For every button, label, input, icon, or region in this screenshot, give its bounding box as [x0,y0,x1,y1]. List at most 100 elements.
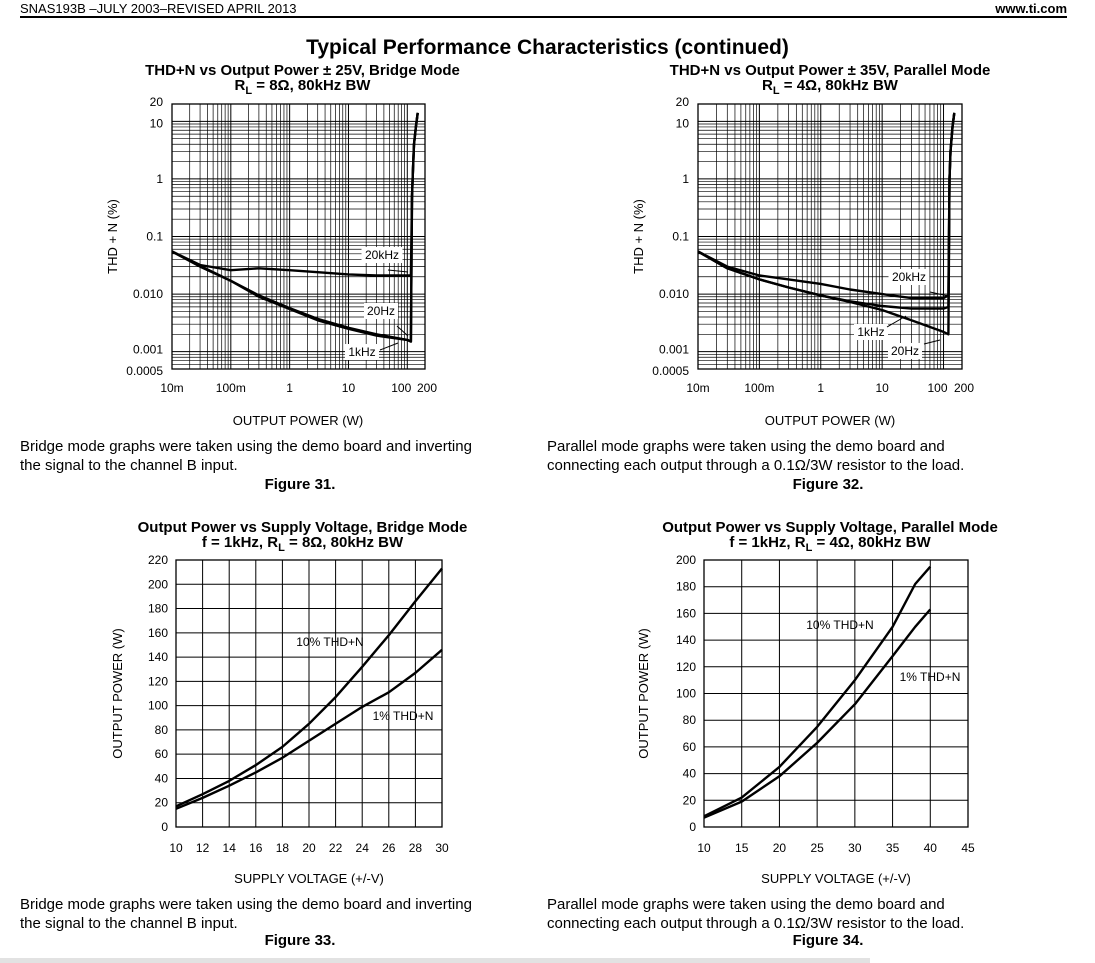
series-label-pointer [396,325,409,337]
series-line-10-thd-n [703,565,932,818]
x-axis-label: OUTPUT POWER (W) [233,413,363,428]
caption-line: connecting each output through a 0.1Ω/3W… [547,457,965,474]
chart-title-line1: Output Power vs Supply Voltage, Bridge M… [137,519,468,536]
x-tick-label: 18 [276,841,290,855]
caption-line: the signal to the channel B input. [20,915,238,932]
figure-label-34: Figure 34. [792,932,864,949]
series-line-1-thd-n [703,608,932,819]
grid-lines [703,559,969,828]
caption-line: Bridge mode graphs were taken using the … [20,438,472,455]
y-tick-label: 60 [155,747,169,761]
series-label: 20Hz [367,304,395,318]
chart-4: 10 15 20 25 30 35 40 45 0 20 40 60 80 100 120 140 160 180… [636,553,975,886]
x-tick-label: 200 [954,381,974,395]
series-label-pointer [886,315,907,328]
y-tick-label: 60 [683,740,697,754]
y-tick-label: 200 [676,553,696,567]
plot-frame [175,559,443,828]
y-tick-label: 20 [683,793,697,807]
chart-title-line1: Output Power vs Supply Voltage, Parallel… [662,519,998,536]
x-tick-label: 10m [686,381,709,395]
x-tick-label: 20 [302,841,316,855]
x-tick-label: 1 [817,381,824,395]
figure-label-31: Figure 31. [264,476,336,493]
series-label-bg [854,324,888,340]
chart-title-line1: THD+N vs Output Power ± 25V, Bridge Mode [145,62,460,79]
series-label: 20kHz [892,270,926,284]
x-tick-label: 20 [773,841,787,855]
x-tick-label: 30 [435,841,449,855]
x-tick-label: 28 [409,841,423,855]
website-link[interactable]: www.ti.com [995,1,1067,16]
y-tick-label: 20 [155,796,169,810]
series-line-1-thd-n [175,648,443,810]
y-tick-label: 0.010 [133,287,163,301]
series-label-bg [888,343,922,359]
x-tick-label: 25 [810,841,824,855]
y-tick-label: 100 [676,687,696,701]
series-label: 10% THD+N [296,635,363,649]
y-tick-label: 140 [676,633,696,647]
x-tick-label: 10 [697,841,711,855]
y-tick-label: 40 [155,771,169,785]
series-label: 1% THD+N [373,709,434,723]
x-tick-label: 24 [356,841,370,855]
figure-label-33: Figure 33. [264,932,336,949]
chart-3: 10 12 14 16 18 20 22 24 26 28 30 0 20 40 60 80 100 120 140… [110,553,449,886]
y-tick-label: 220 [148,553,168,567]
y-tick-label: 120 [148,674,168,688]
caption-line: connecting each output through a 0.1Ω/3W… [547,915,965,932]
y-tick-label: 1 [156,172,163,186]
series-line-10-thd-n [175,567,443,808]
x-tick-label: 16 [249,841,263,855]
y-axis-label: THD + N (%) [105,199,120,274]
x-tick-label: 14 [223,841,237,855]
chart-title-line2: f = 1kHz, RL = 8Ω, 80kHz BW [201,534,404,554]
series-label: 1kHz [857,325,884,339]
y-tick-label: 40 [683,767,697,781]
y-tick-label: 0 [161,820,168,834]
y-tick-label: 180 [148,602,168,616]
chart-title-fig32: THD+N vs Output Power ± 35V, Parallel Mo… [580,63,1080,99]
y-tick-label: 20 [676,95,690,109]
caption-line: Parallel mode graphs were taken using th… [547,896,945,913]
y-tick-label: 160 [148,626,168,640]
plot-frame [697,103,963,370]
y-tick-label: 0 [689,820,696,834]
y-tick-label: 80 [683,713,697,727]
x-tick-label: 10m [160,381,183,395]
x-tick-label: 100 [927,381,947,395]
caption-line: Parallel mode graphs were taken using th… [547,438,945,455]
y-tick-label: 160 [676,606,696,620]
series-label-bg [888,269,930,285]
figure-label-32: Figure 32. [792,476,864,493]
caption-line: Bridge mode graphs were taken using the … [20,896,472,913]
y-tick-label: 140 [148,650,168,664]
y-tick-label: 180 [676,580,696,594]
plot-frame [703,559,969,828]
caption-line: the signal to the channel B input. [20,457,238,474]
document-id: SNAS193B –JULY 2003–REVISED APRIL 2013 [20,1,297,16]
x-tick-label: 100 [391,381,411,395]
x-tick-label: 26 [382,841,396,855]
chart-title-line1: THD+N vs Output Power ± 35V, Parallel Mo… [669,62,991,79]
y-tick-label: 0.001 [659,343,689,357]
chart-title-fig31: THD+N vs Output Power ± 25V, Bridge Mode… [60,63,545,99]
series-line-20hz [697,112,956,336]
series-label-pointer [929,291,949,297]
x-tick-label: 100m [216,381,246,395]
series-label: 1kHz [348,345,375,359]
series-label: 20kHz [365,248,399,262]
header-rule [20,16,1067,18]
chart-title-fig34: Output Power vs Supply Voltage, Parallel… [580,520,1080,556]
x-axis-label: SUPPLY VOLTAGE (+/-V) [234,871,384,886]
caption-fig33: Bridge mode graphs were taken using the … [20,895,472,933]
caption-fig31: Bridge mode graphs were taken using the … [20,437,472,475]
chart-title-line2: RL = 8Ω, 80kHz BW [234,77,371,97]
grid-lines [172,104,425,369]
grid-lines [698,104,962,369]
series-label-pointer [923,339,941,345]
y-tick-label: 120 [676,660,696,674]
series-label-pointer [379,342,399,351]
